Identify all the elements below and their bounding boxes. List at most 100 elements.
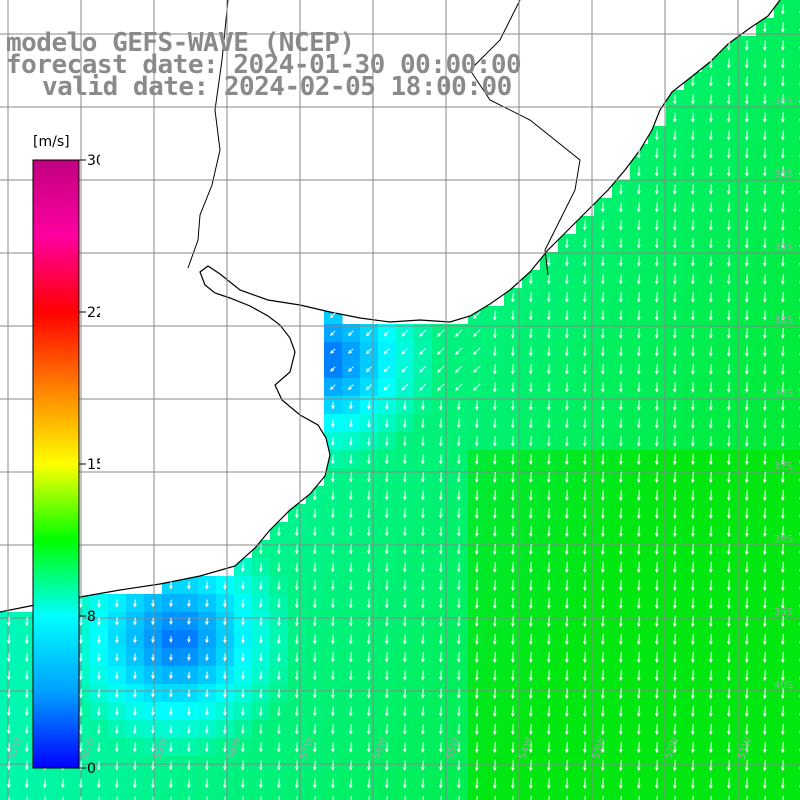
wind-arrow-head <box>708 172 713 177</box>
wind-arrow-head <box>97 748 101 753</box>
wind-arrow <box>728 777 730 789</box>
wind-arrow <box>692 400 694 410</box>
wind-arrow <box>404 796 406 800</box>
wind-arrow-head <box>528 406 533 411</box>
wind-arrow-head <box>384 766 389 771</box>
wind-arrow-head <box>708 334 713 339</box>
wind-arrow <box>584 795 586 800</box>
wind-arrow <box>746 130 748 140</box>
wind-arrow <box>746 525 748 537</box>
wind-arrow <box>728 292 730 302</box>
wind-arrow-head <box>133 657 137 662</box>
wind-arrow-head <box>420 442 425 447</box>
wind-arrow-head <box>366 676 371 681</box>
wind-arrow <box>584 256 586 266</box>
wind-arrow <box>656 274 658 284</box>
wind-arrow-head <box>654 334 659 339</box>
wind-arrow-head <box>636 479 641 484</box>
wind-arrow-head <box>672 118 677 123</box>
wind-arrow <box>530 489 532 501</box>
wind-arrow-head <box>672 659 677 664</box>
wind-arrow-head <box>348 640 353 645</box>
wind-arrow-head <box>618 388 623 393</box>
wind-arrow-head <box>348 712 353 717</box>
wind-arrow <box>458 616 460 626</box>
wind-arrow-head <box>744 623 749 628</box>
wind-arrow <box>455 347 463 355</box>
wind-arrow-head <box>438 532 443 537</box>
wind-arrow-head <box>744 100 749 105</box>
wind-arrow-head <box>762 136 767 141</box>
wind-arrow <box>548 436 550 446</box>
model-title: modelo GEFS-WAVE (NCEP) <box>6 28 355 58</box>
wind-arrow <box>422 598 424 608</box>
wind-arrow <box>512 633 514 645</box>
wind-arrow <box>368 724 370 734</box>
wind-arrow-head <box>474 514 479 520</box>
wind-arrow <box>368 436 370 446</box>
wind-arrow-head <box>169 784 173 789</box>
wind-arrow-head <box>455 387 459 391</box>
wind-arrow <box>404 598 406 608</box>
wind-arrow <box>602 364 604 374</box>
wind-arrow-head <box>366 622 371 627</box>
wind-arrow-head <box>383 332 388 337</box>
wind-arrow-head <box>277 532 281 537</box>
wind-arrow <box>584 489 586 501</box>
wind-arrow-head <box>582 695 587 700</box>
wind-arrow <box>620 597 622 609</box>
wind-arrow-head <box>7 712 11 717</box>
wind-arrow <box>548 256 550 266</box>
wind-arrow-head <box>762 172 767 177</box>
wind-arrow <box>422 706 424 716</box>
wind-arrow <box>422 490 424 500</box>
wind-arrow <box>206 742 208 752</box>
wind-arrow <box>638 436 640 446</box>
wind-arrow-head <box>762 749 767 754</box>
wind-arrow <box>494 400 496 410</box>
wind-arrow <box>494 687 496 699</box>
wind-arrow <box>530 795 532 800</box>
wind-arrow-head <box>708 605 713 610</box>
wind-arrow <box>404 580 406 590</box>
wind-arrow <box>386 436 388 446</box>
wind-arrow <box>386 670 388 680</box>
wind-arrow <box>494 795 496 800</box>
wind-arrow-head <box>762 515 767 520</box>
wind-arrow-head <box>726 533 731 538</box>
wind-arrow <box>620 310 622 320</box>
wind-cell <box>126 792 145 800</box>
wind-arrow <box>764 220 766 230</box>
wind-arrow <box>638 597 640 609</box>
wind-arrow <box>548 292 550 302</box>
wind-arrow-head <box>204 766 209 771</box>
wind-arrow <box>458 544 460 554</box>
wind-arrow-head <box>744 641 749 646</box>
wind-arrow <box>782 489 784 501</box>
lat-label: 37S <box>774 461 793 472</box>
wind-arrow-head <box>456 676 461 681</box>
wind-arrow-head <box>600 749 605 754</box>
colorbar: [m/s] 30221580 <box>32 134 100 777</box>
wind-arrow <box>62 796 64 800</box>
wind-arrow <box>674 723 676 735</box>
wind-arrow-head <box>223 621 227 626</box>
wind-cell <box>234 792 253 800</box>
wind-arrow-head <box>473 315 477 319</box>
wind-arrow <box>746 489 748 501</box>
wind-arrow-head <box>474 496 479 501</box>
wind-arrow-head <box>367 423 371 428</box>
wind-arrow-head <box>690 515 695 520</box>
wind-arrow <box>710 436 712 446</box>
wind-arrow <box>566 471 568 483</box>
wind-arrow-head <box>402 766 407 771</box>
wind-arrow <box>384 348 390 354</box>
wind-cell <box>792 504 800 523</box>
wind-arrow-head <box>402 442 407 447</box>
wind-arrow-head <box>420 496 425 501</box>
wind-arrow-head <box>294 622 299 627</box>
wind-arrow <box>620 579 622 591</box>
wind-arrow <box>260 544 262 554</box>
wind-arrow <box>764 687 766 699</box>
wind-arrow <box>782 471 784 483</box>
